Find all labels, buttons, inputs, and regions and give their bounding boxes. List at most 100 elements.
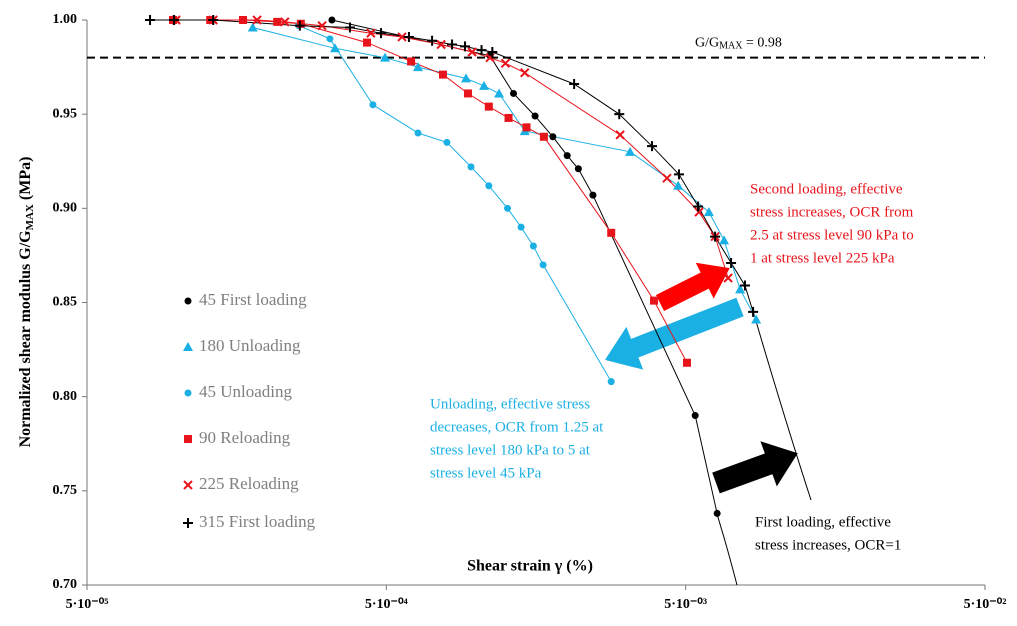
data-point <box>208 15 219 25</box>
annotation: 2.5 at stress level 90 kPa to <box>750 227 914 243</box>
data-point <box>485 182 493 190</box>
data-point <box>273 17 282 26</box>
data-point <box>673 180 684 190</box>
data-point <box>467 47 477 57</box>
data-point <box>615 130 625 140</box>
arrow <box>655 262 730 312</box>
data-point <box>487 47 498 58</box>
data-point <box>723 273 733 283</box>
data-point <box>476 45 487 56</box>
data-point <box>500 58 511 69</box>
legend-marker <box>184 297 192 305</box>
data-point <box>504 204 512 212</box>
trend-line <box>252 27 757 320</box>
data-point <box>563 152 571 160</box>
data-point <box>461 73 472 83</box>
x-tick-label: 5·10⁻⁰³ <box>664 597 707 612</box>
reference-label-text: G/G <box>695 36 719 51</box>
data-point <box>460 41 471 52</box>
data-point <box>614 109 625 120</box>
y-tick-label: 0.95 <box>53 106 78 121</box>
annotation: stress level 180 kPa to 5 at <box>430 442 591 458</box>
data-point <box>531 112 539 120</box>
legend-label: 90 Reloading <box>199 428 291 447</box>
data-point <box>366 28 376 38</box>
data-point <box>735 284 746 294</box>
data-point <box>294 20 305 31</box>
trend-line <box>298 25 612 382</box>
data-point <box>504 113 513 122</box>
annotation: 1 at stress level 225 kPa <box>750 250 895 266</box>
data-point <box>673 169 684 180</box>
data-point <box>407 57 416 66</box>
data-point <box>607 378 615 386</box>
data-point <box>238 16 247 24</box>
arrow <box>604 297 744 370</box>
data-point <box>691 412 699 419</box>
data-point <box>484 102 493 111</box>
data-point <box>376 28 387 39</box>
legend-marker <box>184 389 192 397</box>
data-point <box>369 101 377 109</box>
data-point <box>380 52 391 62</box>
legend-label: 225 Reloading <box>199 474 299 493</box>
data-point <box>436 39 446 50</box>
data-point <box>296 19 305 28</box>
data-point <box>145 15 156 25</box>
data-point <box>427 35 438 46</box>
data-point <box>539 261 547 269</box>
data-point <box>694 207 704 217</box>
annotation: Unloading, effective stress <box>430 396 590 412</box>
y-axis-label-sub: MAX <box>24 204 36 230</box>
legend-marker <box>184 435 192 443</box>
legend-label: 315 First loading <box>199 512 316 531</box>
data-point <box>463 89 472 98</box>
data-point <box>344 22 355 33</box>
data-point <box>682 358 691 367</box>
data-point <box>748 306 759 317</box>
data-point <box>662 173 672 183</box>
data-point <box>703 207 714 217</box>
data-point <box>438 70 447 79</box>
annotation: stress level 45 kPa <box>430 465 542 481</box>
data-point <box>549 133 557 141</box>
reference-label: G/GMAX = 0.98 <box>695 36 782 52</box>
reference-label-sub: MAX <box>719 41 743 52</box>
arrow <box>712 441 798 494</box>
y-tick-label: 0.80 <box>53 389 78 404</box>
data-point <box>330 43 341 53</box>
data-point <box>363 38 372 47</box>
annotation: stress increases, OCR from <box>750 204 914 220</box>
annotation: stress increases, OCR=1 <box>755 537 901 553</box>
data-point <box>447 39 458 50</box>
data-point <box>397 32 407 42</box>
x-tick-label: 5·10⁻⁰⁵ <box>66 597 109 612</box>
legend-marker <box>183 518 193 528</box>
data-point <box>529 242 537 250</box>
annotation: Second loading, effective <box>750 181 903 197</box>
legend-label: 180 Unloading <box>199 336 301 355</box>
data-point <box>317 20 327 31</box>
data-point <box>751 314 762 324</box>
data-point <box>522 123 531 132</box>
legend-marker <box>183 342 193 351</box>
data-point <box>280 17 290 27</box>
data-point <box>413 62 424 72</box>
data-point <box>326 35 334 43</box>
data-point <box>719 235 730 245</box>
data-point <box>726 257 737 268</box>
annotation: decreases, OCR from 1.25 at <box>430 419 604 435</box>
y-tick-label: 0.90 <box>53 201 78 216</box>
reference-label-suffix: = 0.98 <box>742 36 781 51</box>
data-point <box>625 146 636 156</box>
data-point <box>650 296 659 305</box>
data-point <box>252 15 262 25</box>
data-point <box>569 79 580 90</box>
data-point <box>589 191 597 199</box>
data-point <box>517 223 525 231</box>
x-tick-label: 5·10⁻⁰² <box>964 597 1007 612</box>
y-tick-label: 0.70 <box>53 577 78 592</box>
data-point <box>169 15 180 25</box>
